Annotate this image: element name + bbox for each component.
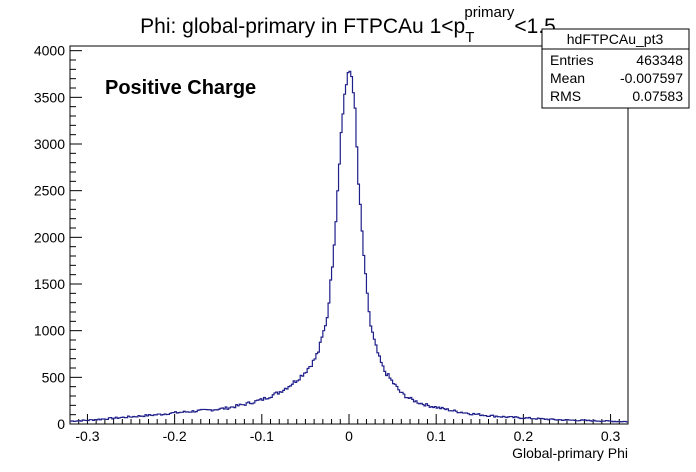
y-tick-label: 2000 — [34, 229, 65, 245]
y-tick-label: 500 — [42, 369, 66, 385]
y-tick-label: 2500 — [34, 183, 65, 199]
x-tick-label: -0.2 — [163, 428, 187, 444]
stats-box-frame — [541, 28, 690, 109]
y-tick-label: 3500 — [34, 89, 65, 105]
y-tick-label: 3000 — [34, 136, 65, 152]
x-axis-label: Global-primary Phi — [512, 445, 628, 461]
y-tick-label: 1000 — [34, 323, 65, 339]
y-tick-label: 1500 — [34, 276, 65, 292]
stats-rms-value: 0.07583 — [632, 88, 683, 104]
y-tick-label: 4000 — [34, 43, 65, 59]
chart-title: Phi: global-primary in FTPCAu 1<pTprimar… — [140, 4, 556, 46]
chart-title-subscript: T — [465, 29, 474, 46]
x-tick-label: -0.1 — [250, 428, 274, 444]
chart-title-superscript: primary — [464, 4, 515, 21]
y-axis: 0 500 1000 1500 2000 2500 3000 3500 4000 — [34, 43, 82, 432]
stats-entries-value: 463348 — [636, 52, 683, 68]
stats-entries-label: Entries — [550, 52, 594, 68]
x-tick-label: 0.3 — [601, 428, 621, 444]
y-tick-label: 0 — [57, 416, 65, 432]
x-tick-label: 0.2 — [514, 428, 534, 444]
stats-mean-label: Mean — [550, 70, 585, 86]
annotation-label: Positive Charge — [105, 77, 256, 99]
chart-title-main: Phi: global-primary in FTPCAu 1<p — [140, 15, 465, 38]
stats-box-name: hdFTPCAu_pt3 — [567, 31, 664, 47]
x-tick-label: 0.1 — [426, 428, 446, 444]
x-tick-label: -0.3 — [75, 428, 99, 444]
x-axis: -0.3 -0.2 -0.1 0 0.1 0.2 0.3 — [69, 414, 629, 444]
stats-mean-value: -0.007597 — [620, 70, 683, 86]
stats-box: hdFTPCAu_pt3 Entries 463348 Mean -0.0075… — [541, 28, 690, 109]
histogram-line — [70, 70, 628, 423]
stats-rms-label: RMS — [550, 88, 581, 104]
x-tick-label: 0 — [345, 428, 353, 444]
